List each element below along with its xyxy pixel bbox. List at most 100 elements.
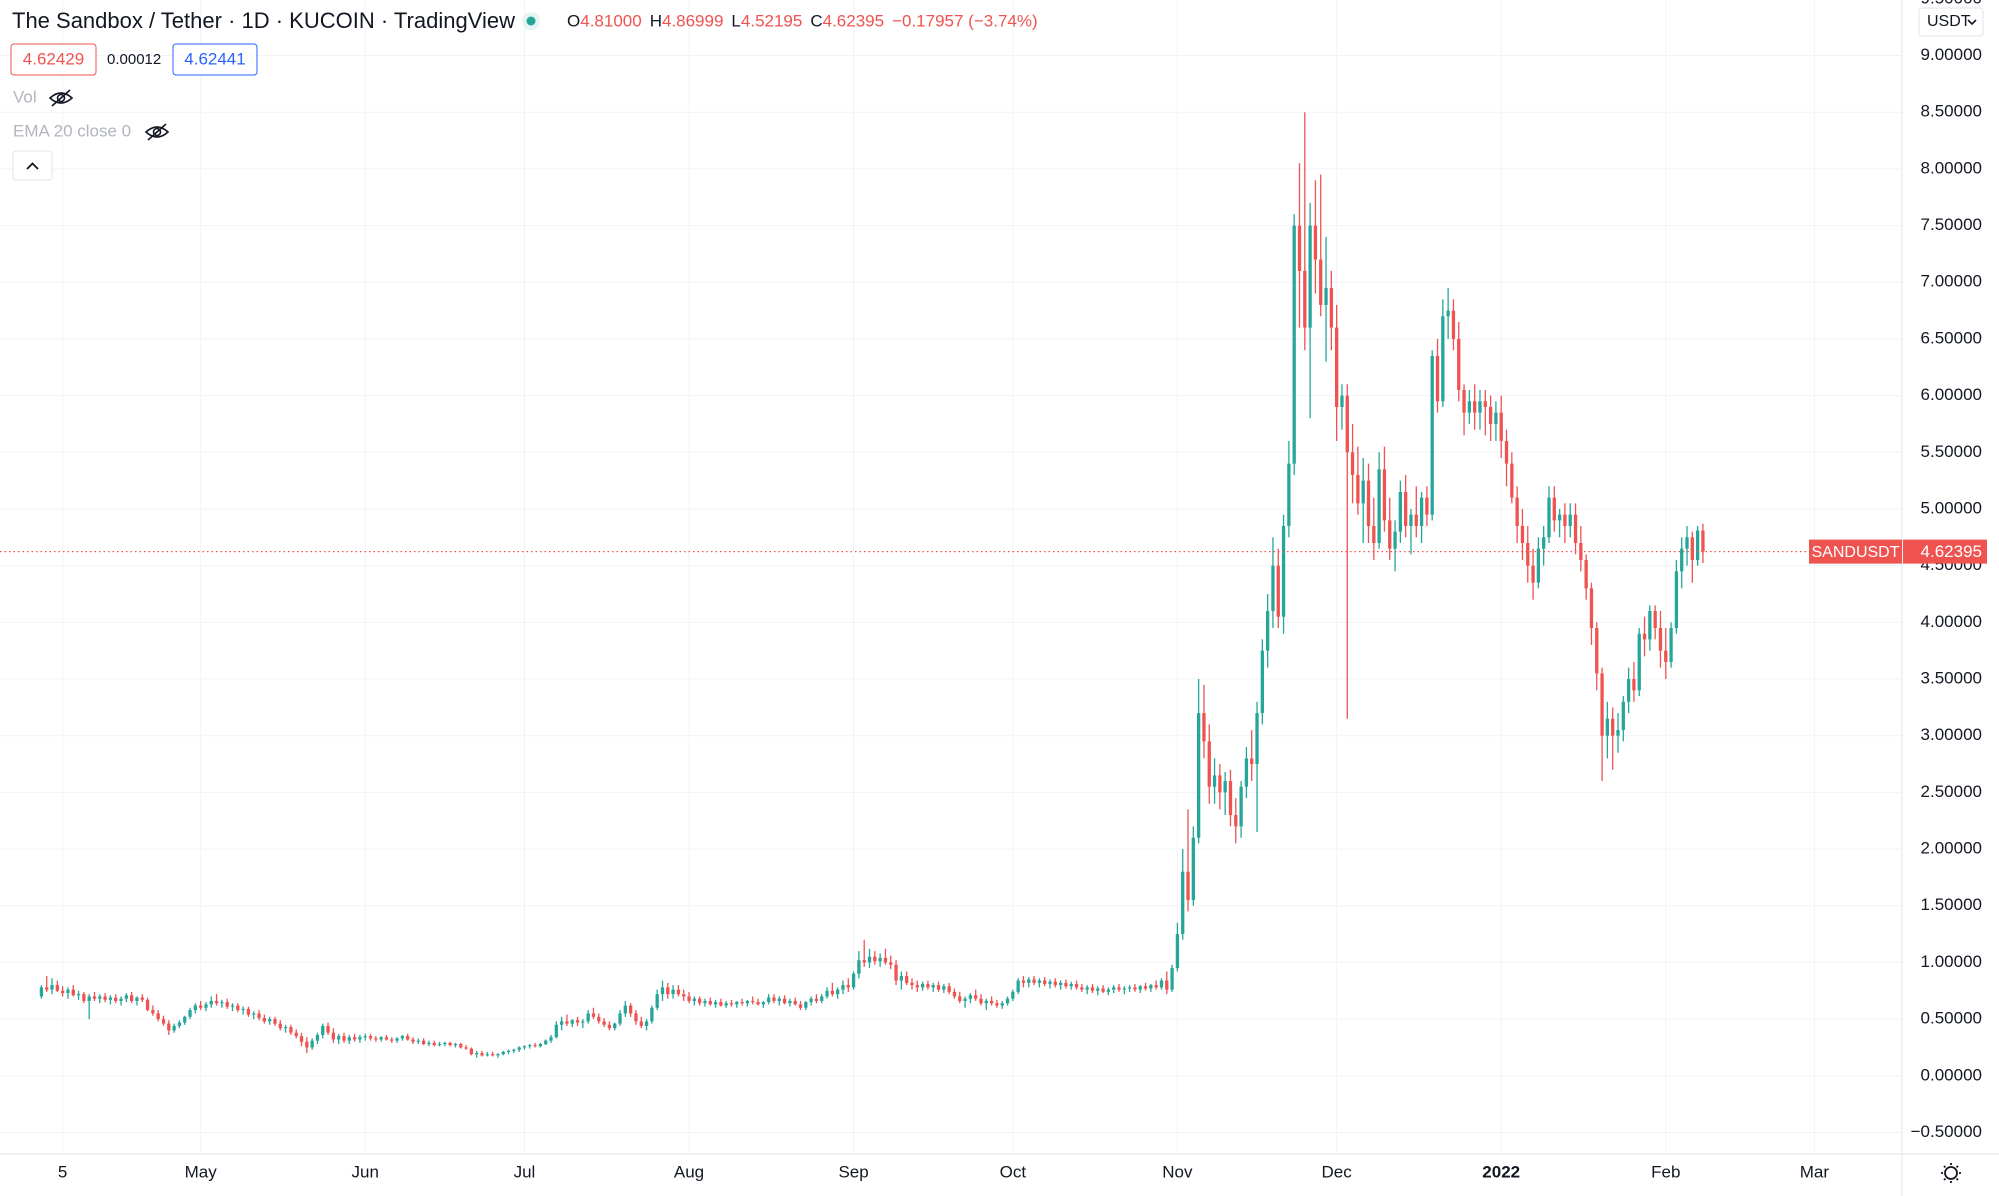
candle-body [1212,775,1217,787]
candle-body [406,1036,410,1040]
candle-body [1112,987,1116,990]
y-tick-label: 8.00000 [1921,158,1982,177]
candle-body [1621,701,1625,731]
candle-body [793,1000,797,1005]
candle-body [836,989,840,995]
candle-body [1271,565,1275,612]
candle-body [257,1013,261,1018]
chart-title: The Sandbox / Tether · 1D · KUCOIN · Tra… [12,8,515,33]
candle-body [1101,988,1105,992]
candle-body [114,997,118,1001]
candle-body [1340,395,1344,407]
candle-body [618,1013,622,1024]
candle-body [841,985,845,990]
legend-key: O [567,11,580,30]
candle-body [1695,530,1700,560]
legend-value: 4.62395 [823,11,884,30]
candle-body [517,1047,521,1050]
candle-body [1239,786,1243,827]
candle-body [1335,327,1339,407]
candle-body [299,1036,304,1042]
candle-body [501,1051,505,1055]
price-tag [1903,539,1987,564]
candle-body [55,985,59,991]
candle-body [1191,837,1195,901]
candle-body [368,1036,373,1039]
candle-body [1005,998,1010,1004]
candle-body [1260,650,1264,714]
candle-body [713,1002,718,1005]
hide-icon[interactable] [144,123,170,141]
candle-body [804,1002,808,1008]
candle-body [1563,514,1567,526]
candle-body [1085,987,1089,990]
candle-body [1584,559,1588,589]
y-tick-label: 2.50000 [1921,782,1982,801]
candle-body [1228,781,1233,816]
bid-box[interactable] [10,43,97,76]
candle-body [193,1005,197,1011]
candle-body [1669,628,1673,663]
candle-body [326,1025,330,1033]
indicator-label[interactable]: EMA 20 close 0 [13,121,131,140]
candle-body [1090,987,1095,991]
candle-body [1573,514,1578,543]
candle-body [788,1000,792,1004]
candle-body [549,1037,553,1041]
y-tick-label: 5.50000 [1921,442,1982,461]
candle-body [177,1022,182,1026]
candle-body [1377,469,1381,543]
candle-body [347,1037,351,1041]
candle-body [1499,412,1503,441]
candle-body [1430,355,1434,515]
candle-body [1605,718,1610,736]
x-tick-label: Jun [352,1162,379,1181]
ohlc-legend: O 4.81000 H 4.86999 L 4.52195 C 4.62395 −0.17957… [567,11,1038,30]
currency-label[interactable]: USDT [1927,13,1971,30]
candle-body [857,960,861,974]
candle-body [1589,588,1594,629]
candle-body [565,1021,569,1024]
candle-body [496,1054,500,1056]
candle-body [443,1042,447,1045]
collapse-button[interactable] [12,150,53,181]
legend-value: 4.81000 [580,11,641,30]
candle-body [464,1047,468,1049]
bid-price[interactable]: 4.62429 [23,49,84,68]
candle-body [1244,758,1249,787]
candle-body [1457,338,1461,390]
candle-body [1074,983,1079,988]
candle-body [1632,679,1636,691]
candle-body [459,1044,463,1048]
candle-body [1345,395,1349,453]
candle-body [820,996,824,1001]
candle-body [1080,987,1084,990]
candle-body [931,985,935,988]
candle-body [1154,985,1158,988]
settings-icon[interactable] [1941,1163,1961,1183]
candle-body [1552,497,1556,521]
candle-body [544,1040,548,1045]
y-tick-label: 0.50000 [1921,1009,1982,1028]
candle-body [1388,520,1392,549]
status-dot [526,16,536,26]
ask-price[interactable]: 4.62441 [184,49,245,68]
candle-body [581,1021,585,1023]
indicator-label[interactable]: Vol [13,87,37,106]
hide-icon[interactable] [48,89,74,107]
candle-body [448,1042,452,1046]
candle-body [639,1021,643,1026]
legend-key: H [650,11,662,30]
ask-box[interactable] [172,43,258,76]
candle-body [1058,982,1063,986]
candle-body [1127,987,1132,989]
currency-dropdown[interactable] [1918,7,1984,37]
candle-body [740,1002,744,1004]
candle-body [331,1032,336,1040]
candle-body [1435,355,1440,402]
candle-body [124,995,128,999]
legend-value: 4.52195 [741,11,802,30]
candle-body [1117,987,1121,990]
y-tick-label: 7.50000 [1921,215,1982,234]
candle-body [432,1042,436,1046]
